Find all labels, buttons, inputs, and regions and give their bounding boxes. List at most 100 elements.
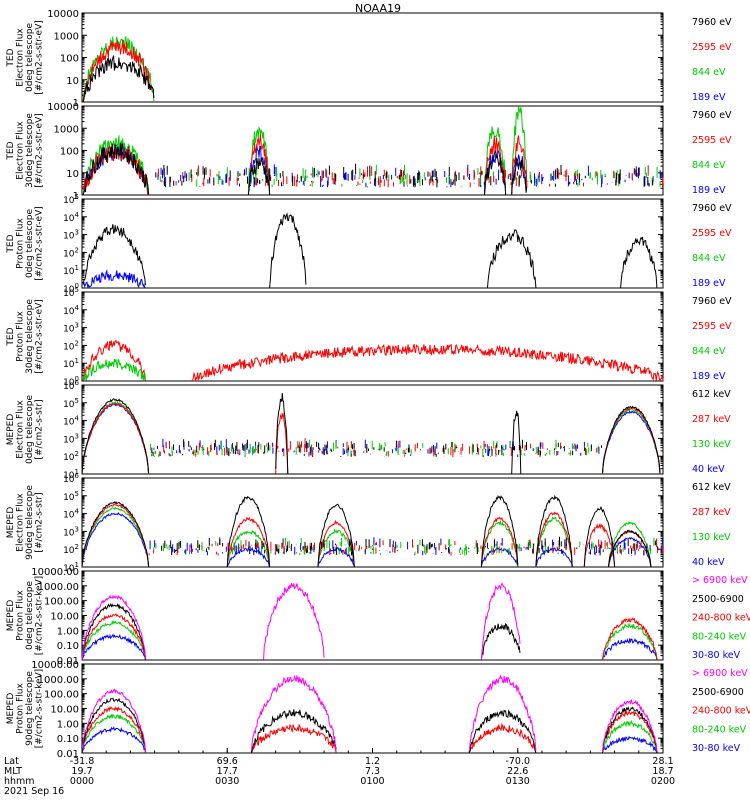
legend-entry: 189 eV	[692, 185, 726, 196]
legend-entry: > 6900 keV	[692, 575, 748, 586]
series-trace	[82, 358, 146, 381]
x-row-label: hhmm	[4, 776, 35, 787]
y-tick-label: 1	[73, 98, 79, 109]
date-label: 2021 Sep 16	[4, 786, 64, 797]
y-axis-label-line: [#/cm2-s-str-eV]	[35, 113, 45, 188]
series-trace	[82, 212, 658, 288]
legend-entry: 2595 eV	[692, 42, 732, 53]
x-row-label: MLT	[4, 766, 22, 777]
x-tick-label: 17.7	[217, 766, 238, 777]
y-tick-label: 1.00	[57, 719, 79, 730]
series-trace	[82, 339, 664, 382]
legend-entry: 130 keV	[692, 532, 731, 543]
y-tick-label: 10000	[47, 9, 79, 20]
legend-entry: 80-240 keV	[692, 724, 747, 735]
y-tick-label: 1	[73, 191, 79, 202]
legend-entry: 7960 eV	[692, 296, 732, 307]
y-tick-label: 10000.00	[31, 567, 79, 578]
y-tick-label: 100	[60, 54, 79, 65]
series-trace	[81, 602, 521, 660]
x-tick-label: 69.6	[217, 756, 238, 767]
x-tick-label: 0100	[360, 776, 384, 787]
y-axis-label-line: Electron Flux	[16, 28, 26, 87]
y-tick-label: 10	[66, 169, 79, 180]
y-tick-label: 0.01	[57, 749, 79, 760]
legend-entry: 844 eV	[692, 160, 726, 171]
legend-entry: 189 eV	[692, 92, 726, 103]
series-trace	[81, 633, 658, 660]
y-axis-label: TED Proton Flux 0deg telescope [#/cm2-s-str…	[6, 206, 45, 281]
legend-entry: 7960 eV	[692, 203, 732, 214]
x-tick-label: 0200	[651, 776, 675, 787]
y-axis-label: MEPED Electron Flux 0deg telescope [#/cm2-s…	[6, 395, 45, 465]
series-trace	[81, 582, 521, 660]
y-tick-label: 10000	[47, 102, 79, 113]
legend-entry: 612 keV	[692, 389, 731, 400]
legend-entry: 189 eV	[692, 278, 726, 289]
y-axis-label-line: 0deg telescope	[25, 209, 35, 279]
y-tick-label: 100.00	[44, 597, 79, 608]
y-tick-label: 0.01	[57, 656, 79, 667]
y-axis-label-line: [#/cm2-s-str-eV]	[35, 206, 45, 281]
legend-entry: 2500-6900	[692, 594, 744, 605]
y-axis-label: MEPED Proton Flux 90deg telescope [#/cm2-s-…	[6, 669, 45, 748]
legend-entry: 844 eV	[692, 253, 726, 264]
legend-entry: 2500-6900	[692, 687, 744, 698]
y-axis-label: TED Electron Flux 0deg telescope [#/cm2-s-s…	[6, 20, 45, 95]
y-axis-label-line: 0deg telescope	[25, 23, 35, 93]
x-tick-label: 0000	[70, 776, 94, 787]
chart-title: NOAA19	[355, 2, 401, 15]
y-axis-label-line: 90deg telescope	[25, 485, 35, 560]
legend-entry: 2595 eV	[692, 135, 732, 146]
series-trace	[81, 674, 658, 753]
y-axis-label-line: MEPED	[6, 693, 16, 725]
y-tick-label: 100	[60, 147, 79, 158]
legend-entry: 287 keV	[692, 414, 731, 425]
y-axis-label-line: [#/cm2-s-str]	[35, 399, 45, 459]
y-tick-label: 100.00	[44, 690, 79, 701]
legend-entry: 7960 eV	[692, 17, 732, 28]
series-trace	[81, 713, 658, 753]
y-tick-label: 10000.00	[31, 660, 79, 671]
y-axis-label-line: Electron Flux	[16, 121, 26, 180]
legend-entry: 2595 eV	[692, 228, 732, 239]
series-trace	[81, 705, 658, 754]
legend-entry: 844 eV	[692, 67, 726, 78]
legend-entry: 287 keV	[692, 507, 731, 518]
legend-entry: 130 keV	[692, 439, 731, 450]
y-axis-label-line: [#/cm2-s-str-eV]	[35, 20, 45, 95]
legend-entry: 30-80 keV	[692, 743, 741, 754]
series-trace	[81, 400, 661, 474]
x-tick-label: -31.8	[70, 756, 95, 767]
x-tick-label: -70.0	[505, 756, 530, 767]
y-axis-label: TED Electron Flux 30deg telescope [#/cm2-s-…	[6, 113, 45, 188]
y-axis-label-line: Electron Flux	[16, 493, 26, 552]
y-axis-label-line: [#/cm2-s-str-keV]	[35, 669, 45, 748]
series-trace	[81, 393, 661, 474]
y-axis-label-line: [#/cm2-s-str-eV]	[35, 299, 45, 374]
y-axis-label-line: Proton Flux	[16, 590, 26, 641]
y-tick-label: 1000.00	[38, 675, 79, 686]
panel-7: 0.010.101.0010.00100.001000.0010000.00ME…	[6, 567, 750, 667]
series-trace	[81, 503, 663, 567]
x-tick-label: 28.1	[652, 756, 673, 767]
series-trace	[81, 494, 659, 567]
y-tick-label: 1000	[54, 31, 79, 42]
series-trace	[82, 55, 155, 102]
legend-entry: 30-80 keV	[692, 650, 741, 661]
y-axis-label-line: 0deg telescope	[25, 581, 35, 651]
y-tick-label: 0.10	[57, 734, 79, 745]
legend-entry: 240-800 keV	[692, 706, 750, 717]
y-tick-label: 10.00	[50, 705, 79, 716]
legend-entry: > 6900 keV	[692, 668, 748, 679]
legend-entry: 40 keV	[692, 557, 725, 568]
legend-entry: 7960 eV	[692, 110, 732, 121]
y-tick-label: 1.00	[57, 626, 79, 637]
y-axis-label-line: MEPED	[6, 414, 16, 446]
y-axis-label-line: 90deg telescope	[25, 671, 35, 746]
y-axis-label-line: TED	[6, 48, 16, 67]
y-tick-label: 1000.00	[38, 582, 79, 593]
